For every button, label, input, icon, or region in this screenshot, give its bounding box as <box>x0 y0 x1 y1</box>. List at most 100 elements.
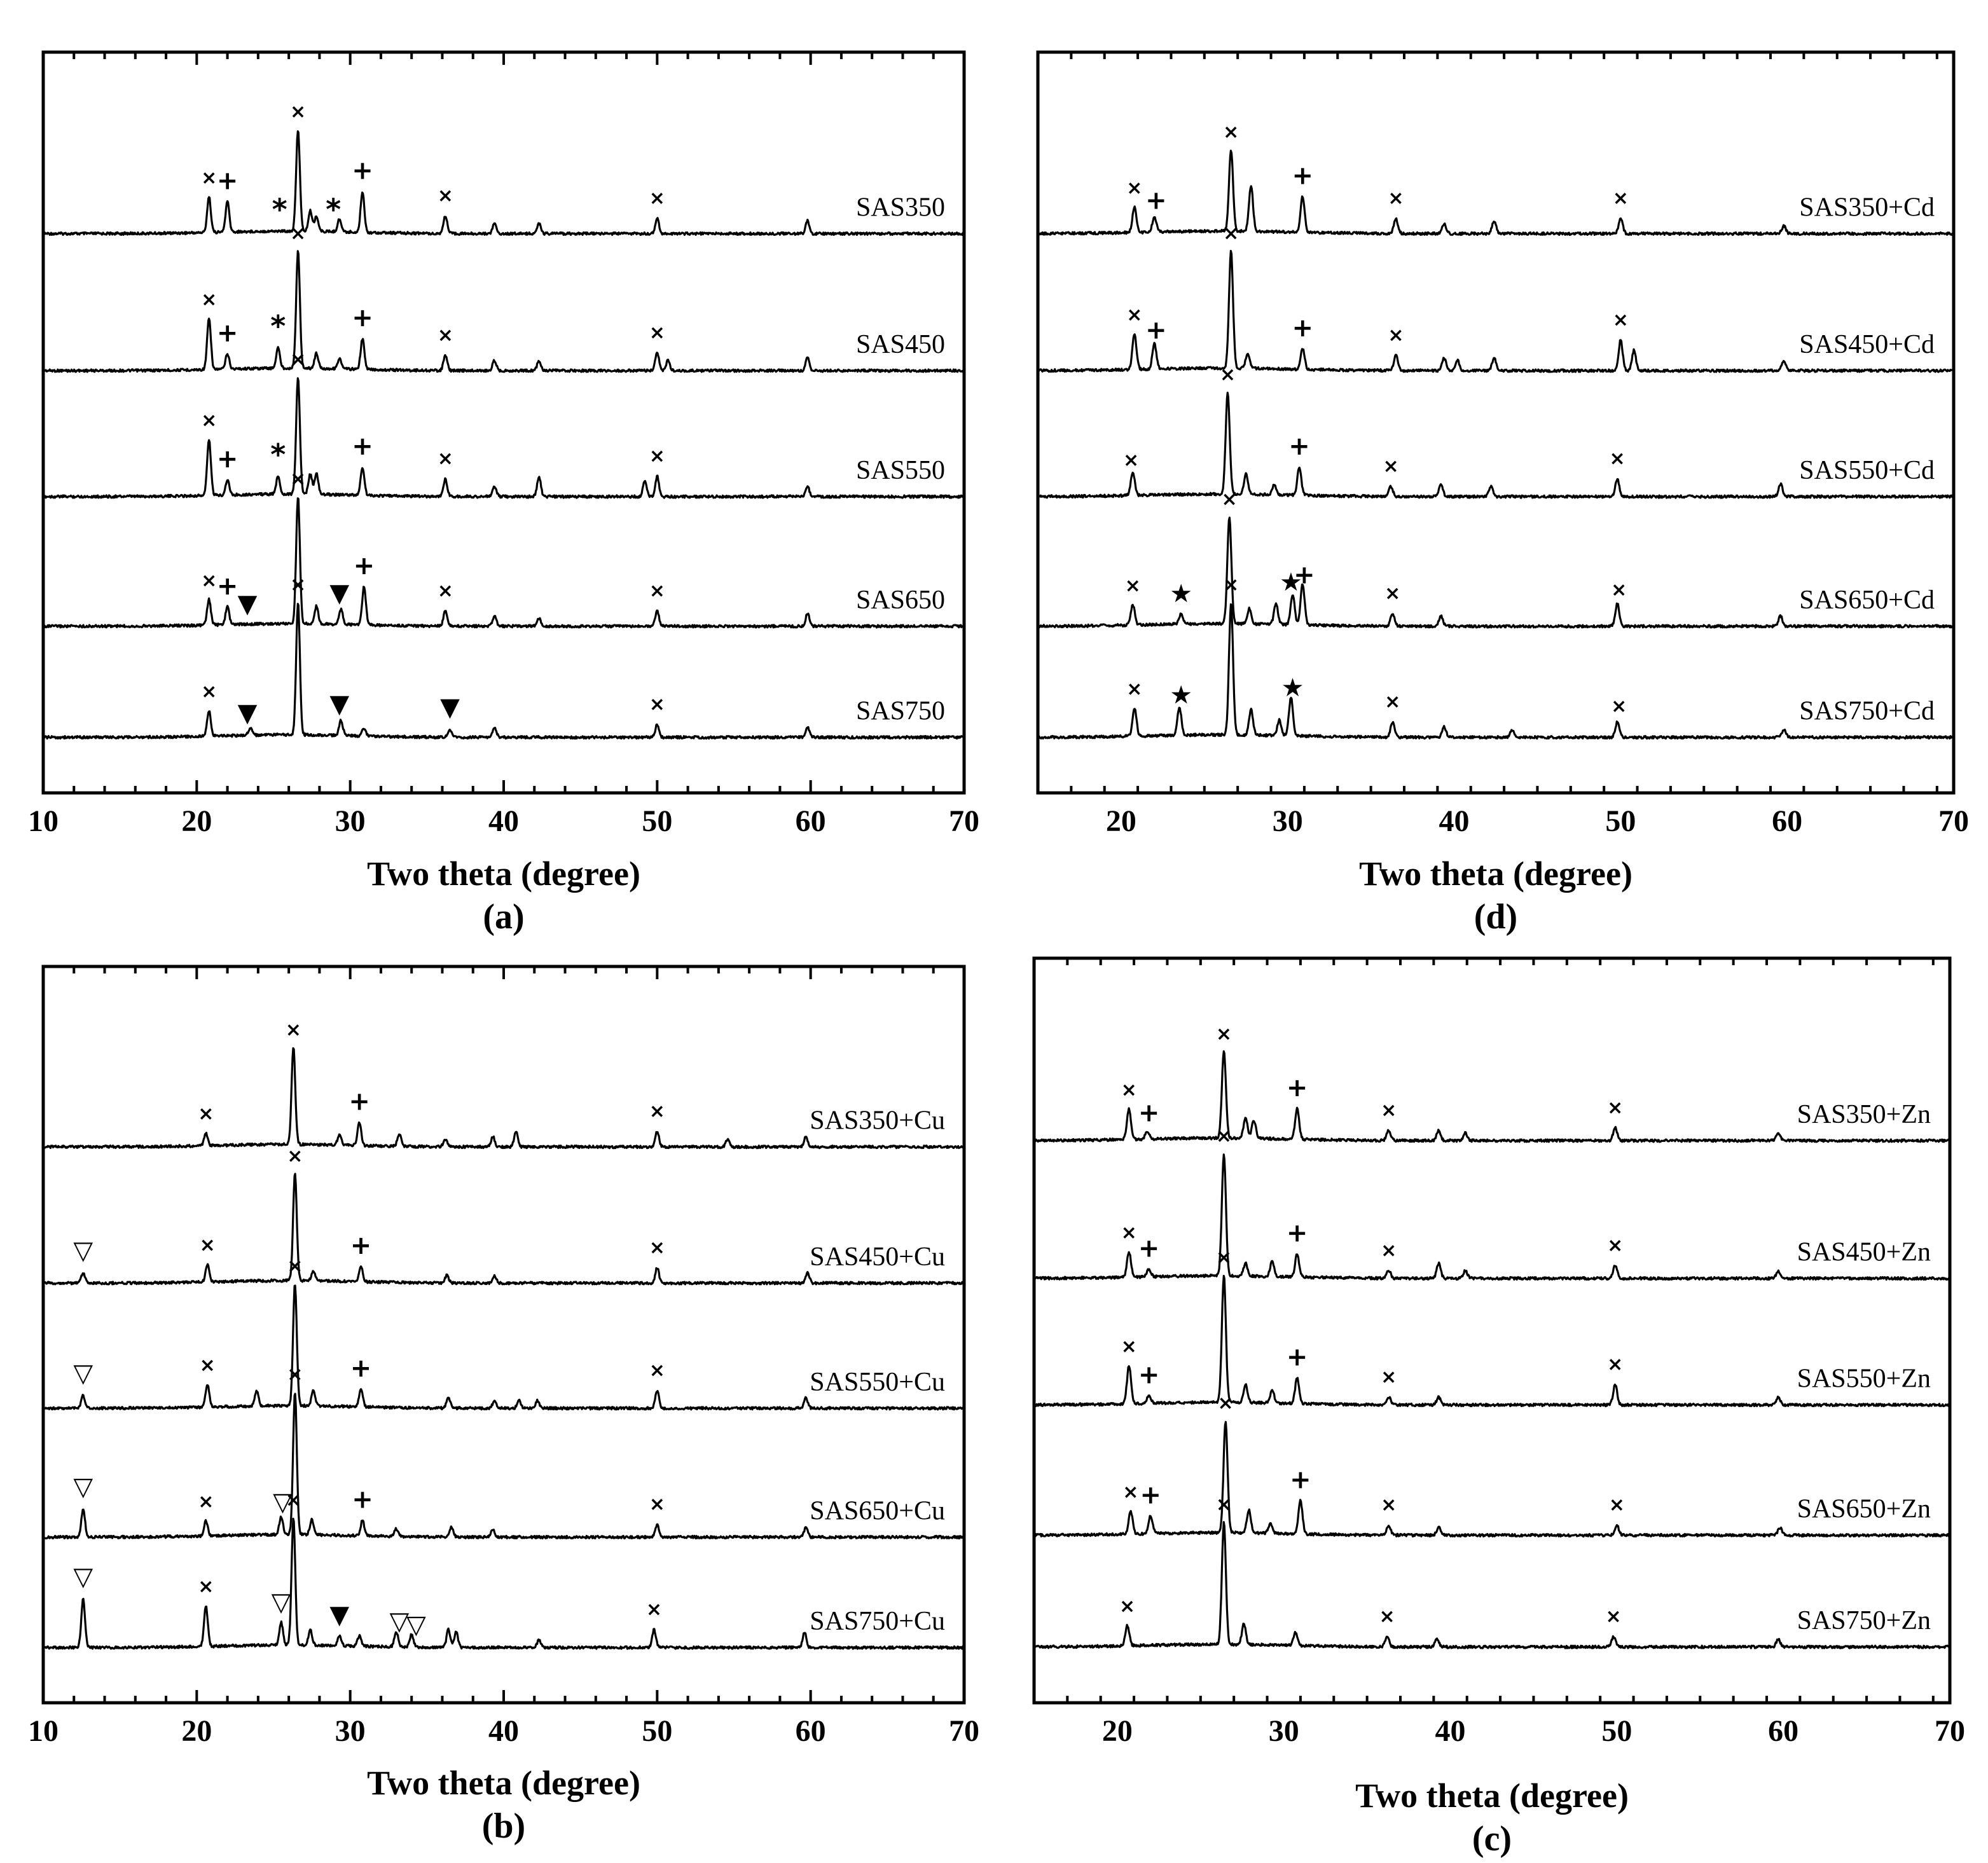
series-SAS750+Zn: SAS750+Zn × × × × <box>1033 1494 1950 1649</box>
phase-marker: × <box>1218 1392 1234 1415</box>
xrd-trace <box>42 1284 965 1411</box>
phase-marker: + <box>352 432 373 461</box>
phase-marker: × <box>1121 1222 1137 1244</box>
xrd-trace <box>43 497 965 629</box>
phase-marker: + <box>217 166 238 195</box>
series-SAS750+Cu: SAS750+Cu▽ ×▽×▼ ▽▽× <box>42 1489 965 1650</box>
phase-marker: + <box>352 1485 373 1514</box>
x-tick-label: 50 <box>642 804 672 838</box>
phase-marker: + <box>1140 1481 1162 1510</box>
phase-marker: × <box>290 223 306 245</box>
phase-marker: × <box>1611 579 1627 601</box>
phase-marker: + <box>1138 1234 1160 1263</box>
phase-marker: × <box>1381 1240 1397 1262</box>
sample-label: SAS650+Zn <box>1797 1495 1931 1524</box>
xrd-trace <box>1037 516 1954 629</box>
x-tick-label: 20 <box>1106 804 1136 838</box>
phase-marker: × <box>200 1234 216 1256</box>
phase-marker: × <box>649 187 665 209</box>
phase-marker: × <box>1223 121 1239 143</box>
phase-marker: × <box>1381 1494 1397 1516</box>
panel-label: (c) <box>1472 1819 1512 1859</box>
xrd-trace <box>1033 1275 1951 1408</box>
xrd-trace <box>42 1172 965 1286</box>
phase-marker: + <box>1287 1073 1308 1103</box>
xrd-trace <box>1037 392 1955 499</box>
series-SAS550+Zn: SAS550+Zn×+×+×× <box>1033 1247 1951 1408</box>
x-axis-title: Two theta (degree) <box>1359 855 1633 893</box>
xrd-trace <box>42 603 965 740</box>
series-SAS450+Cu: SAS450+Cu ▽ × × + × <box>42 1145 965 1286</box>
phase-marker: × <box>1121 1336 1137 1358</box>
phase-marker: × <box>290 468 306 490</box>
x-tick-label: 20 <box>181 1714 212 1748</box>
series-SAS450: SAS450×+ *×+× × <box>42 223 965 373</box>
xrd-trace <box>42 1517 965 1650</box>
phase-marker: × <box>1381 1366 1397 1389</box>
series-SAS350+Cd: SAS350+Cd× +×+× × <box>1037 121 1954 236</box>
phase-marker: + <box>1145 186 1167 215</box>
phase-marker: ★ <box>1170 579 1192 608</box>
phase-marker: + <box>350 1231 372 1260</box>
phase-marker: × <box>290 348 306 371</box>
phase-marker: ▽ <box>73 1359 93 1388</box>
panel-a: 10 20 30 40 50 60 70 Two theta (degree) (a) SAS35… <box>28 50 979 937</box>
phase-marker: × <box>198 1490 214 1513</box>
xrd-trace <box>1033 1050 1950 1143</box>
phase-marker: ▼ <box>238 589 258 619</box>
x-tick-label: 30 <box>335 804 366 838</box>
sample-label: SAS550+Cd <box>1799 456 1935 485</box>
phase-marker: + <box>1288 432 1310 461</box>
phase-marker: × <box>201 167 217 189</box>
phase-marker: × <box>1379 1605 1395 1628</box>
x-tick-label: 60 <box>1772 804 1802 838</box>
panel-label: (a) <box>483 897 524 937</box>
phase-marker: ▽ <box>390 1607 410 1636</box>
phase-marker: × <box>649 445 665 467</box>
phase-marker: ▽ <box>273 1488 293 1517</box>
phase-marker: ▼ <box>329 579 349 608</box>
sample-label: SAS550 <box>856 456 945 485</box>
x-tick-label: 30 <box>1269 1714 1299 1748</box>
phase-marker: × <box>201 681 217 703</box>
series-SAS350+Cu: SAS350+Cu × × + × <box>43 1019 965 1150</box>
x-tick-label: 40 <box>488 804 519 838</box>
x-tick-label: 30 <box>1273 804 1303 838</box>
sample-label: SAS450 <box>856 330 945 359</box>
x-tick-label: 50 <box>1605 804 1636 838</box>
phase-marker: + <box>354 551 375 581</box>
series-SAS750+Cd: SAS750+Cd × ★ × ★ × × <box>1037 574 1955 740</box>
phase-marker: + <box>352 303 373 333</box>
xrd-trace <box>42 250 965 373</box>
series-SAS550: SAS550×+ *×+ × × <box>43 348 965 499</box>
phase-marker: × <box>1123 450 1139 472</box>
phase-marker: × <box>649 322 665 344</box>
phase-marker: × <box>1384 691 1400 713</box>
phase-marker: ▼ <box>329 1600 349 1630</box>
sample-label: SAS650+Cu <box>810 1496 945 1525</box>
phase-marker: * <box>270 437 286 472</box>
x-tick-label: 70 <box>1938 804 1969 838</box>
phase-marker: + <box>1287 1219 1308 1248</box>
series-SAS650+Cd: SAS650+Cd× ★×★+× × <box>1037 488 1954 629</box>
phase-marker: × <box>201 570 217 592</box>
phase-marker: × <box>200 1354 216 1377</box>
phase-marker: × <box>1216 1247 1232 1269</box>
phase-marker: × <box>287 1145 303 1167</box>
phase-marker: × <box>649 1493 665 1515</box>
x-tick-label: 40 <box>1435 1714 1466 1748</box>
xrd-trace <box>42 130 965 236</box>
phase-marker: × <box>649 694 665 716</box>
phase-marker: ★ <box>1280 568 1302 597</box>
phase-marker: ▽ <box>73 1236 93 1265</box>
sample-label: SAS350+Cu <box>810 1106 945 1136</box>
phase-marker: × <box>1119 1595 1135 1618</box>
phase-marker: * <box>270 309 286 343</box>
phase-marker: × <box>290 574 306 596</box>
phase-marker: + <box>1145 316 1167 345</box>
phase-marker: ▽ <box>73 1472 93 1501</box>
xrd-trace <box>1037 603 1955 740</box>
x-tick-label: 40 <box>488 1714 519 1748</box>
phase-marker: + <box>1138 1098 1160 1127</box>
xrd-trace <box>1037 149 1954 236</box>
